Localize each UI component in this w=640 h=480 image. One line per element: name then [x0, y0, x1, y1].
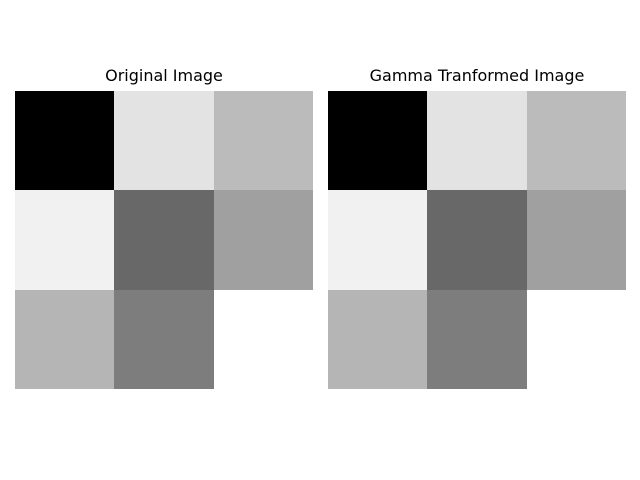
gamma-transformed-image-title: Gamma Tranformed Image	[369, 66, 585, 85]
heatmap-cell-r1-c2	[527, 190, 626, 290]
heatmap-cell-r0-c0	[328, 91, 427, 190]
heatmap-cell-r1-c1	[114, 190, 214, 290]
heatmap-cell-r0-c1	[114, 91, 214, 190]
heatmap-cell-r2-c2	[527, 290, 626, 389]
original-image-title: Original Image	[105, 66, 223, 85]
heatmap-cell-r2-c2	[214, 290, 313, 389]
heatmap-cell-r2-c1	[114, 290, 214, 389]
heatmap-cell-r0-c1	[427, 91, 527, 190]
original-image-panel: Original Image	[15, 66, 313, 389]
gamma-transformed-image-grid	[328, 91, 626, 389]
heatmap-cell-r1-c1	[427, 190, 527, 290]
heatmap-cell-r2-c1	[427, 290, 527, 389]
heatmap-cell-r2-c0	[328, 290, 427, 389]
heatmap-cell-r1-c0	[15, 190, 114, 290]
heatmap-cell-r0-c2	[214, 91, 313, 190]
heatmap-cell-r0-c0	[15, 91, 114, 190]
heatmap-cell-r1-c0	[328, 190, 427, 290]
heatmap-cell-r0-c2	[527, 91, 626, 190]
heatmap-cell-r1-c2	[214, 190, 313, 290]
original-image-grid	[15, 91, 313, 389]
gamma-transformed-image-panel: Gamma Tranformed Image	[313, 0, 633, 480]
heatmap-cell-r2-c0	[15, 290, 114, 389]
